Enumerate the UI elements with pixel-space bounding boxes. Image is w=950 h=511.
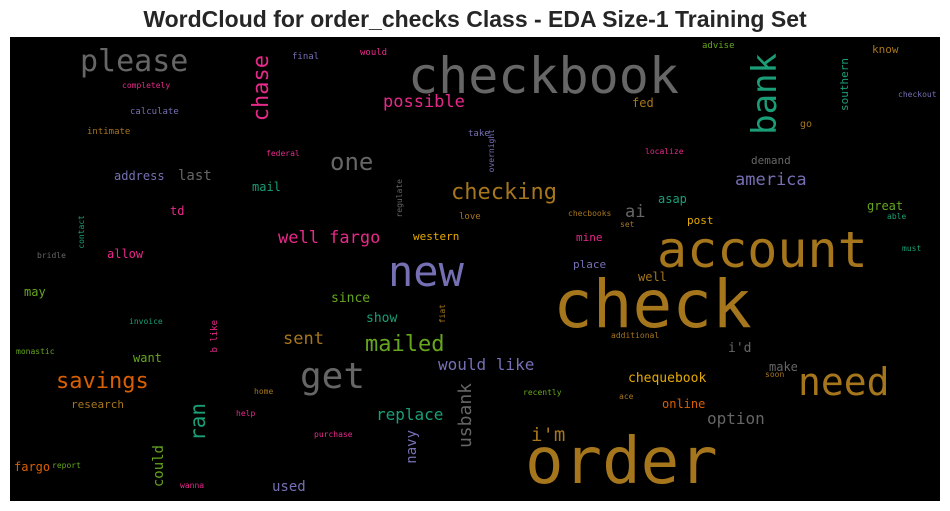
word-last: last	[178, 168, 212, 184]
word-asap: asap	[658, 192, 687, 206]
word-take: take	[468, 129, 490, 139]
word-td: td	[170, 204, 185, 218]
word-checkout: checkout	[898, 90, 937, 99]
word-mailed: mailed	[365, 332, 445, 357]
word-checkbook: checkbook	[408, 47, 679, 105]
word-order: order	[525, 425, 718, 499]
word-regulate: regulate	[395, 179, 404, 218]
word-cloud: order check account checkbook new need get plea…	[10, 37, 940, 501]
word-western: western	[413, 230, 460, 243]
word-love: love	[459, 212, 481, 222]
word-chase: chase	[249, 55, 274, 122]
word-possible: possible	[383, 92, 465, 112]
word-please: please	[80, 44, 189, 79]
word-used: used	[272, 479, 306, 495]
word-purchase: purchase	[314, 430, 353, 439]
word-must: must	[902, 244, 922, 253]
word-know: know	[872, 43, 899, 56]
word-need: need	[798, 360, 890, 404]
word-home: home	[254, 387, 274, 396]
word-fed: fed	[632, 96, 654, 110]
word-soon: soon	[765, 370, 785, 379]
word-could: could	[151, 445, 167, 488]
word-well-fargo: well fargo	[278, 228, 381, 248]
word-great: great	[867, 199, 904, 213]
word-may: may	[24, 285, 46, 299]
word-check: check	[553, 266, 752, 343]
word-contact: contact	[77, 215, 86, 249]
word-new: new	[388, 247, 464, 296]
word-online: online	[662, 397, 706, 411]
word-checking: checking	[451, 180, 557, 205]
word-savings: savings	[56, 369, 149, 394]
word-show: show	[366, 311, 398, 326]
word-checbooks: checbooks	[568, 209, 612, 218]
word-wanna: wanna	[180, 481, 205, 490]
word-calculate: calculate	[130, 107, 179, 117]
word-get: get	[300, 356, 366, 397]
word-america: america	[735, 170, 807, 190]
word-post: post	[687, 214, 714, 227]
word-account: account	[657, 221, 868, 279]
word-ran: ran	[186, 403, 210, 441]
word-report: report	[52, 461, 81, 470]
word-i-m: i'm	[531, 424, 566, 446]
word-set: set	[620, 220, 635, 229]
word-one: one	[330, 148, 374, 176]
word-fiat: fiat	[438, 304, 447, 324]
word-navy: navy	[404, 430, 420, 464]
word-intimate: intimate	[87, 127, 131, 137]
word-allow: allow	[107, 247, 144, 261]
word-bridle: bridle	[37, 251, 66, 260]
word-replace: replace	[376, 405, 444, 424]
word-go: go	[800, 119, 813, 130]
word-federal: federal	[266, 149, 300, 158]
word-help: help	[236, 409, 256, 418]
word-b-like: b like	[210, 320, 220, 353]
word-want: want	[133, 351, 162, 365]
word-final: final	[292, 52, 320, 62]
word-additional: additional	[611, 331, 660, 340]
word-sent: sent	[283, 329, 324, 349]
word-address: address	[114, 169, 165, 183]
word-well: well	[638, 270, 667, 284]
chart-title: WordCloud for order_checks Class - EDA S…	[143, 6, 807, 32]
word-localize: localize	[645, 147, 684, 156]
word-bank: bank	[745, 53, 785, 135]
word-advise: advise	[702, 41, 735, 51]
word-mail: mail	[252, 180, 281, 194]
word-able: able	[887, 212, 907, 221]
word-ai: ai	[625, 202, 646, 222]
word-demand: demand	[751, 154, 791, 167]
word-would: would	[360, 48, 388, 58]
word-completely: completely	[122, 81, 171, 90]
word-usbank: usbank	[455, 383, 476, 449]
word-place: place	[573, 258, 607, 271]
word-option: option	[707, 409, 765, 428]
word-southern: southern	[838, 58, 851, 111]
word-research: research	[71, 398, 124, 411]
word-ace: ace	[619, 392, 634, 401]
word-i-d: i'd	[728, 341, 752, 356]
word-mine: mine	[576, 231, 603, 244]
word-chequebook: chequebook	[628, 371, 707, 386]
word-since: since	[331, 291, 371, 306]
word-overnight: overnight	[487, 129, 496, 173]
word-monastic: monastic	[16, 347, 55, 356]
word-invoice: invoice	[129, 317, 163, 326]
word-would-like: would like	[438, 355, 535, 374]
word-make: make	[769, 360, 798, 374]
word-recently: recently	[523, 388, 562, 397]
word-fargo: fargo	[14, 460, 51, 474]
